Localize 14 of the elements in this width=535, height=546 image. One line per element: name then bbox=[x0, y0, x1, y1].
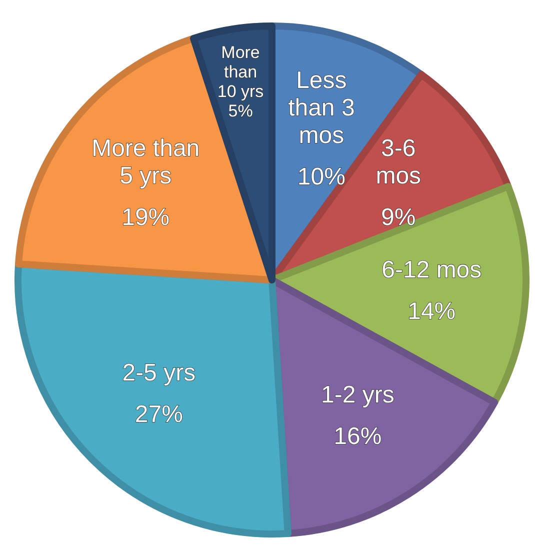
data-label: 9% bbox=[381, 204, 416, 231]
data-label: 5% bbox=[228, 101, 253, 120]
data-label: 27% bbox=[134, 401, 183, 428]
slice-label: More than 5 yrs bbox=[92, 134, 200, 190]
data-label: 10% bbox=[297, 163, 346, 190]
slice-label: More than 10 yrs bbox=[217, 42, 264, 101]
data-label: 16% bbox=[334, 423, 382, 450]
slice-label: 3-6 mos bbox=[376, 134, 422, 190]
data-label: 14% bbox=[408, 298, 456, 326]
data-label: 19% bbox=[122, 204, 170, 231]
slice-label: 2-5 yrs bbox=[122, 360, 196, 387]
slice-label: Less than 3 mos bbox=[288, 66, 355, 150]
slice-label: 6-12 mos bbox=[382, 256, 482, 284]
slice-label: 1-2 yrs bbox=[321, 382, 394, 409]
